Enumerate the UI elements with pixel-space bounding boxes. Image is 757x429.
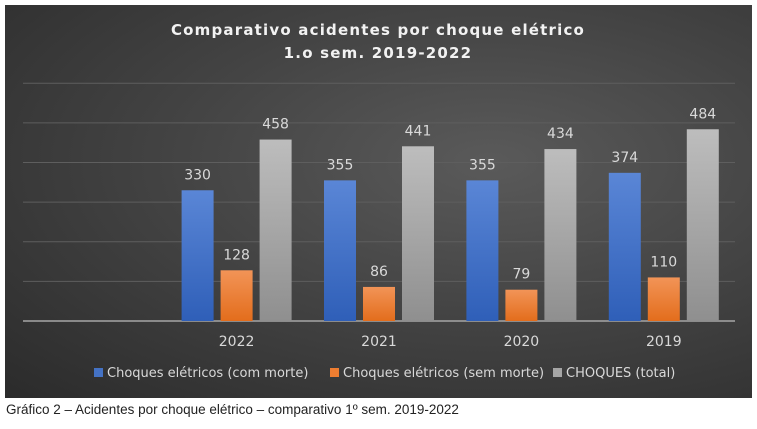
legend-label: CHOQUES (total)	[566, 366, 675, 381]
legend-swatch	[553, 368, 562, 377]
bar-2019-series-1	[647, 277, 680, 321]
bar-2021-series-0	[324, 180, 356, 321]
data-label: 330	[184, 167, 211, 183]
legend-swatch	[330, 368, 339, 377]
data-label: 355	[327, 157, 354, 173]
chart-area: Comparativo acidentes por choque elétric…	[5, 5, 752, 398]
bar-2019-series-0	[608, 172, 641, 321]
bar-2022-series-0	[181, 190, 214, 321]
figure-caption: Gráfico 2 – Acidentes por choque elétric…	[6, 402, 459, 417]
bar-2020-series-2	[544, 149, 577, 321]
data-label: 441	[405, 123, 432, 139]
data-label: 484	[689, 106, 716, 122]
data-label: 434	[547, 126, 574, 142]
data-label: 128	[223, 247, 250, 263]
bar-2020-series-0	[466, 180, 499, 321]
bar-2021-series-1	[363, 286, 395, 321]
legend-label: Choques elétricos (sem morte)	[343, 366, 544, 381]
bar-2019-series-2	[686, 129, 719, 321]
data-label: 458	[262, 117, 289, 133]
data-label: 374	[611, 150, 638, 166]
data-label: 86	[370, 264, 388, 280]
bar-2020-series-1	[505, 289, 538, 321]
bar-2022-series-1	[220, 270, 253, 321]
bar-chart: Comparativo acidentes por choque elétric…	[23, 21, 735, 381]
bar-2022-series-2	[259, 139, 292, 321]
x-tick-label: 2019	[646, 334, 682, 350]
data-label: 110	[650, 254, 677, 270]
data-label: 79	[512, 267, 530, 283]
data-label: 355	[469, 157, 496, 173]
chart-title-line1: Comparativo acidentes por choque elétric…	[171, 21, 585, 39]
legend-label: Choques elétricos (com morte)	[107, 366, 308, 381]
x-tick-label: 2022	[219, 334, 255, 350]
bar-2021-series-2	[402, 146, 434, 321]
x-tick-label: 2021	[361, 334, 397, 350]
x-tick-label: 2020	[504, 334, 540, 350]
chart-title-line2: 1.o sem. 2019-2022	[284, 44, 473, 62]
legend-swatch	[94, 368, 103, 377]
